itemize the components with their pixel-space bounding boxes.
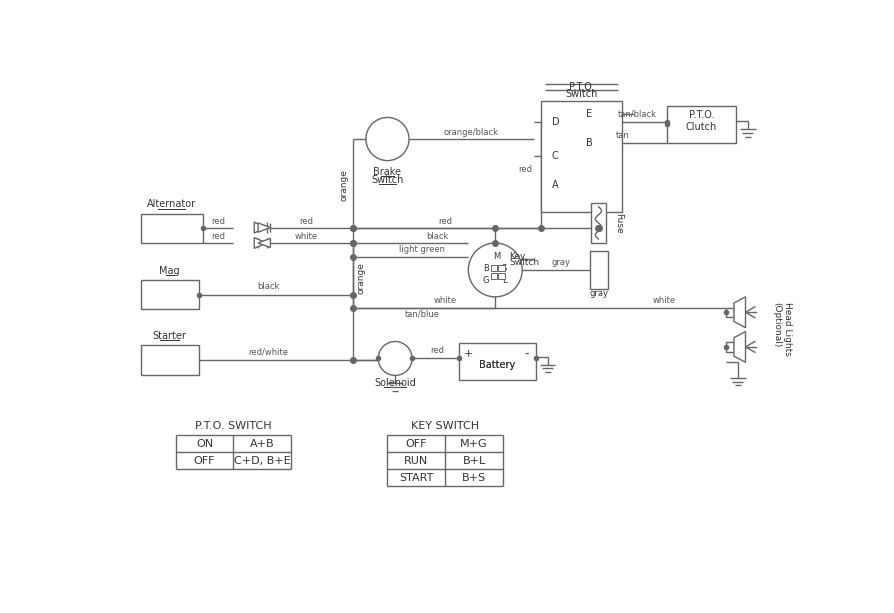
Text: Switch: Switch: [565, 89, 597, 99]
Text: red: red: [211, 232, 224, 241]
Text: M+G: M+G: [460, 439, 487, 449]
Text: Switch: Switch: [371, 175, 403, 185]
Text: A: A: [552, 180, 558, 190]
Text: P.T.O.: P.T.O.: [688, 110, 713, 120]
Text: light green: light green: [399, 245, 444, 254]
Text: red: red: [438, 217, 451, 226]
Circle shape: [468, 243, 521, 297]
Text: Fuse: Fuse: [613, 213, 622, 234]
Polygon shape: [733, 297, 745, 328]
Text: Clutch: Clutch: [685, 123, 716, 132]
Text: B: B: [483, 264, 488, 273]
Text: +: +: [463, 349, 472, 359]
Text: orange/black: orange/black: [443, 128, 498, 137]
Text: C+D, B+E: C+D, B+E: [233, 456, 291, 466]
Bar: [141, 280, 198, 309]
Text: START: START: [399, 473, 433, 483]
Text: red: red: [299, 217, 313, 226]
Text: D: D: [551, 117, 559, 127]
Bar: [666, 106, 736, 143]
Text: Key: Key: [509, 251, 525, 261]
Text: L: L: [502, 276, 506, 285]
Text: red/white: red/white: [248, 348, 288, 357]
Text: red: red: [518, 165, 532, 173]
Text: ON: ON: [196, 439, 213, 449]
Text: Brake: Brake: [373, 167, 401, 177]
Bar: [498, 273, 504, 279]
Text: P.T.O. SWITCH: P.T.O. SWITCH: [195, 421, 272, 431]
Bar: [490, 273, 496, 279]
Text: B+S: B+S: [461, 473, 485, 483]
Text: RUN: RUN: [404, 456, 428, 466]
Text: Battery: Battery: [479, 360, 515, 370]
Polygon shape: [733, 332, 745, 362]
Text: red: red: [430, 346, 444, 356]
Text: Mag: Mag: [159, 265, 180, 276]
Bar: [725, 342, 733, 351]
Text: black: black: [257, 283, 279, 291]
Text: B: B: [586, 138, 592, 148]
Text: orange: orange: [339, 169, 348, 201]
Text: OFF: OFF: [194, 456, 215, 466]
Text: Head Lights
(Optional): Head Lights (Optional): [772, 302, 791, 356]
Text: tan: tan: [615, 131, 628, 140]
Text: S: S: [502, 264, 507, 273]
Text: C: C: [552, 151, 558, 161]
Circle shape: [366, 118, 409, 161]
Text: red: red: [211, 217, 224, 226]
Text: -: -: [524, 348, 528, 360]
Text: OFF: OFF: [405, 439, 426, 449]
Bar: [589, 251, 608, 289]
Polygon shape: [254, 238, 266, 248]
Bar: [541, 101, 621, 212]
Text: KEY SWITCH: KEY SWITCH: [410, 421, 479, 431]
Polygon shape: [254, 222, 266, 233]
Bar: [590, 203, 605, 243]
Text: P.T.O.: P.T.O.: [569, 82, 594, 92]
Text: white: white: [653, 296, 676, 305]
Polygon shape: [257, 238, 270, 248]
Bar: [141, 214, 202, 243]
Text: tan/blue: tan/blue: [404, 310, 439, 318]
Text: white: white: [295, 232, 318, 241]
Text: gray: gray: [589, 289, 608, 298]
Text: G: G: [482, 276, 489, 285]
Text: A+B: A+B: [249, 439, 274, 449]
Text: E: E: [586, 109, 592, 120]
Bar: [498, 265, 504, 272]
Text: Battery: Battery: [479, 360, 515, 370]
Bar: [459, 343, 536, 380]
Text: gray: gray: [551, 258, 569, 267]
Bar: [141, 345, 198, 375]
Bar: [725, 308, 733, 317]
Text: orange: orange: [356, 262, 365, 294]
Text: Starter: Starter: [153, 331, 186, 341]
Text: Alternator: Alternator: [148, 199, 196, 210]
Text: B+L: B+L: [462, 456, 485, 466]
Bar: [490, 265, 496, 272]
Circle shape: [378, 341, 411, 375]
Text: Switch: Switch: [509, 259, 539, 267]
Polygon shape: [257, 223, 270, 232]
Text: M: M: [493, 251, 500, 261]
Text: Solenoid: Solenoid: [374, 378, 416, 388]
Text: black: black: [426, 232, 448, 241]
Text: white: white: [434, 296, 456, 305]
Text: tan/black: tan/black: [618, 110, 656, 119]
